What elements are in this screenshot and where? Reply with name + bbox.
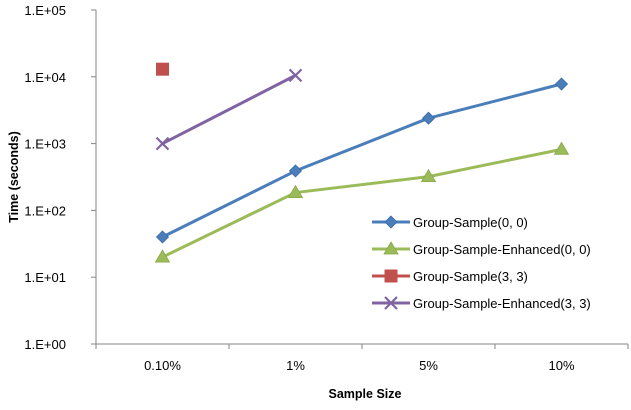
x-tick-label: 10% (548, 358, 574, 373)
series-4 (155, 68, 303, 151)
x-axis-ticks: 0.10% 1% 5% 10% (95, 344, 629, 373)
series-layer (154, 62, 570, 263)
data-point (554, 77, 569, 91)
series-1 (155, 77, 569, 244)
y-tick-label: 1.E+04 (24, 70, 66, 85)
series-line (161, 74, 297, 145)
series-line (161, 82, 562, 239)
legend-marker (383, 241, 399, 255)
legend-marker (384, 296, 398, 310)
data-point-stroke-b (288, 68, 303, 83)
x-axis-title: Sample Size (329, 387, 402, 401)
series-line (161, 147, 562, 259)
series-3 (156, 62, 169, 76)
y-axis-ticks: 1.E+00 1.E+01 1.E+02 1.E+03 1.E+04 1.E+05 (24, 3, 96, 352)
data-point (420, 168, 437, 183)
series-2 (154, 141, 570, 263)
data-point (155, 230, 170, 244)
y-tick-label: 1.E+02 (24, 203, 66, 218)
data-point (288, 164, 303, 178)
data-point (287, 184, 304, 198)
y-axis-title: Time (seconds) (7, 131, 21, 222)
legend-marker (384, 215, 398, 229)
data-point (156, 62, 169, 76)
legend-marker (384, 269, 398, 283)
legend-marker-stroke-b (384, 296, 398, 310)
data-point (155, 136, 170, 151)
legend-label: Group-Sample-Enhanced(3, 3) (413, 296, 591, 311)
data-point (421, 111, 436, 125)
legend-item: Group-Sample-Enhanced(0, 0) (372, 241, 591, 257)
legend-label: Group-Sample-Enhanced(0, 0) (413, 242, 591, 257)
data-point-stroke-b (155, 136, 170, 151)
axes (95, 10, 628, 345)
y-tick-label: 1.E+01 (24, 270, 66, 285)
legend-item: Group-Sample-Enhanced(3, 3) (372, 296, 591, 311)
x-tick-label: 1% (286, 358, 305, 373)
legend-item: Group-Sample(3, 3) (372, 269, 528, 284)
data-point (154, 249, 171, 263)
legend-item: Group-Sample(0, 0) (372, 215, 528, 230)
legend: Group-Sample(0, 0) Group-Sample-Enhanced(… (372, 215, 591, 311)
data-point (288, 68, 303, 83)
legend-label: Group-Sample(3, 3) (413, 269, 528, 284)
data-point (553, 141, 570, 155)
y-tick-label: 1.E+00 (24, 337, 66, 352)
legend-label: Group-Sample(0, 0) (413, 215, 528, 230)
x-tick-label: 0.10% (144, 358, 181, 373)
x-tick-label: 5% (419, 358, 438, 373)
y-tick-label: 1.E+03 (24, 137, 66, 152)
y-tick-label: 1.E+05 (24, 3, 66, 18)
